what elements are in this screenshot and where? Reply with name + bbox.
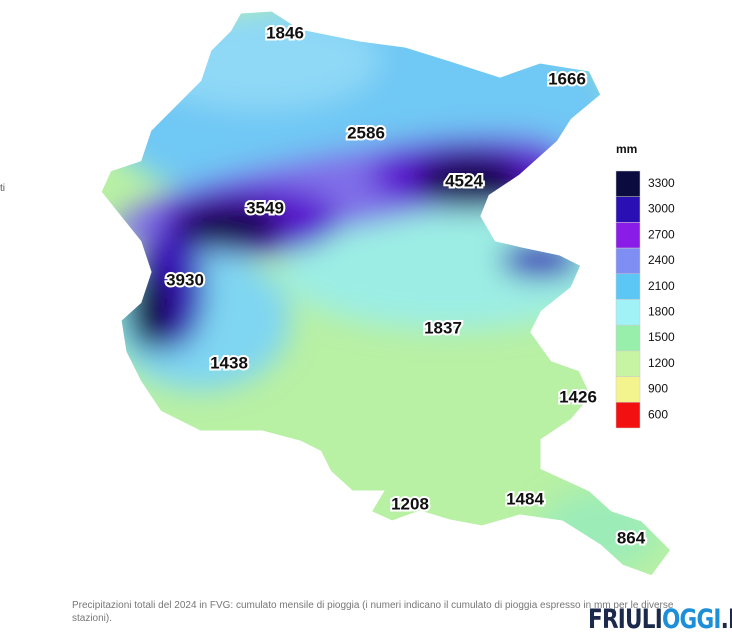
station-value: 1208 [391,494,429,513]
legend-swatch [615,222,641,249]
station-value: 864 [617,528,646,547]
legend-label: 3000 [648,202,675,216]
legend-swatch [615,376,641,403]
station-value: 3930 [166,270,204,289]
legend-swatch [615,170,641,197]
logo-part: FRIULI [588,604,663,635]
station-value: 2586 [347,123,385,142]
legend-label: 1500 [648,330,675,344]
legend-label: 600 [648,407,668,421]
legend-label: 2100 [648,279,675,293]
logo-part: .IT [720,604,732,635]
legend-label: 1800 [648,305,675,319]
legend-label: 2400 [648,253,675,267]
legend-label: 900 [648,382,668,396]
legend-swatch [615,299,641,326]
caption: Precipitazioni totali del 2024 in FVG: c… [72,600,674,624]
legend-swatch [615,402,641,429]
legend-swatch [615,324,641,352]
station-value: 4524 [445,171,483,190]
side-fragment: ti [0,183,5,194]
legend-swatch [615,196,641,223]
station-value: 1846 [266,23,304,42]
station-value: 1666 [548,69,586,88]
station-value: 3549 [246,198,284,217]
legend-unit: mm [616,142,637,156]
legend-label: 1200 [648,356,675,370]
legend-label: 2700 [648,227,675,241]
legend-swatch [615,273,641,300]
station-value: 1484 [506,489,544,508]
legend-swatch [615,350,641,377]
station-value: 1438 [210,353,248,372]
station-value: 1426 [559,387,597,406]
logo: FRIULIOGGI.IT [588,604,732,635]
station-value: 1837 [424,318,462,337]
logo-part: OGGI [661,604,721,635]
legend-swatch [615,247,641,275]
map: 1846 1666 2586 4524 3549 3930 1837 1438 1426 1208… [98,8,675,579]
legend-label: 3300 [648,176,675,190]
